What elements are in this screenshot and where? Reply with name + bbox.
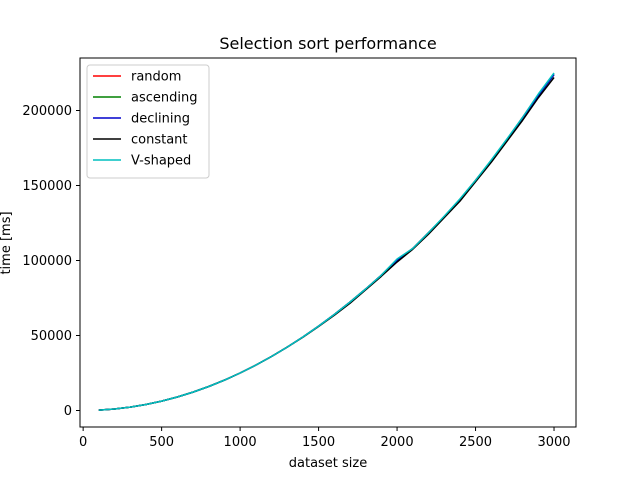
x-tick-label: 500 <box>149 435 174 450</box>
legend-label-1: ascending <box>131 91 197 106</box>
y-axis-label: time [ms] <box>0 211 14 274</box>
chart-title: Selection sort performance <box>219 34 436 53</box>
legend-label-0: random <box>131 70 181 85</box>
y-tick-label: 50000 <box>31 329 72 344</box>
y-tick-label: 200000 <box>22 104 72 119</box>
y-tick-label: 0 <box>64 404 72 419</box>
series-line-4 <box>98 72 555 411</box>
legend: random ascending declining constant V-shaped <box>86 64 210 179</box>
y-tick-label: 150000 <box>22 179 72 194</box>
y-tick-label: 100000 <box>22 254 72 269</box>
legend-label-2: declining <box>131 112 190 127</box>
x-tick-label: 0 <box>79 435 87 450</box>
legend-label-4: V-shaped <box>131 154 191 169</box>
legend-label-3: constant <box>131 133 188 148</box>
axes-border <box>79 57 577 428</box>
x-tick-label: 2500 <box>459 435 492 450</box>
x-tick-label: 1500 <box>302 435 335 450</box>
x-axis-label: dataset size <box>289 456 368 471</box>
x-tick-label: 2000 <box>381 435 414 450</box>
y-axis: 0 50000 100000 150000 200000 <box>22 104 80 419</box>
x-tick-label: 3000 <box>537 435 570 450</box>
legend-box <box>86 64 210 179</box>
x-tick-label: 1000 <box>224 435 257 450</box>
x-axis: 0 500 1000 1500 2000 2500 3000 <box>79 427 571 450</box>
series-layer <box>98 72 555 411</box>
